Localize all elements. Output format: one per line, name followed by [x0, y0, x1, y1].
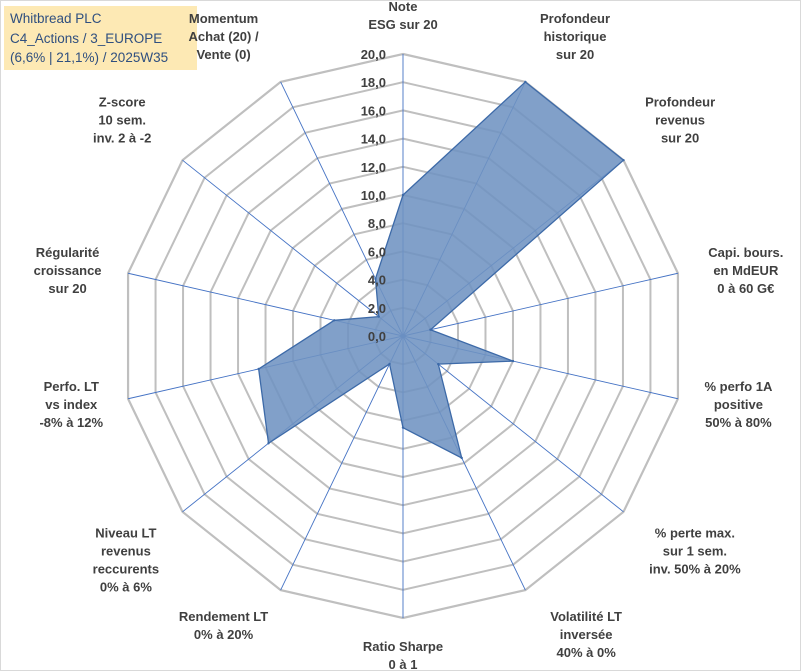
axis-label-2-line-1: revenus	[655, 113, 705, 128]
axis-label-6: Volatilité LT inversée 40% à 0%	[550, 609, 622, 660]
axis-label-0-line-0: Note	[389, 0, 418, 14]
axis-label-3-line-0: Capi. bours.	[708, 245, 783, 260]
tick-label-0: 0,0	[368, 329, 386, 344]
axis-label-11-line-2: sur 20	[48, 281, 86, 296]
axis-label-11-line-0: Régularité	[36, 245, 100, 260]
axis-label-5-line-1: sur 1 sem.	[663, 543, 727, 558]
axis-label-2-line-2: sur 20	[661, 131, 699, 146]
axis-label-3: Capi. bours. en MdEUR 0 à 60 G€	[708, 245, 783, 296]
axis-label-7: Ratio Sharpe 0 à 1	[363, 639, 443, 671]
axis-label-13: Momentum Achat (20) / Vente (0)	[189, 11, 259, 62]
tick-label-1: 2,0	[368, 301, 386, 316]
axis-label-9-line-3: 0% à 6%	[100, 579, 152, 594]
axis-label-8: Rendement LT 0% à 20%	[179, 609, 268, 642]
axis-label-6-line-1: inversée	[560, 627, 613, 642]
axis-label-7-line-1: 0 à 1	[389, 657, 418, 671]
axis-label-8-line-1: 0% à 20%	[194, 627, 254, 642]
tick-label-5: 10,0	[361, 188, 386, 203]
axis-label-13-line-0: Momentum	[189, 11, 258, 26]
chart-title-box: Whitbread PLC C4_Actions / 3_EUROPE (6,6…	[4, 6, 197, 70]
data-point-1	[524, 80, 527, 84]
data-point-0	[401, 193, 405, 197]
chart-title-line-1: Whitbread PLC	[10, 11, 102, 26]
axis-label-1: Profondeur historique sur 20	[540, 11, 610, 62]
data-point-3	[429, 328, 432, 331]
axis-label-0: Note ESG sur 20	[368, 0, 437, 32]
tick-label-7: 14,0	[361, 132, 386, 147]
tick-label-10: 20,0	[361, 47, 386, 62]
data-point-6	[460, 456, 463, 460]
chart-title-line-3: (6,6% | 21,1%) / 2025W35	[10, 50, 169, 65]
axis-label-12-line-2: inv. 2 à -2	[93, 131, 151, 146]
axis-label-11: Régularité croissance sur 20	[34, 245, 102, 296]
spoke-12	[182, 159, 404, 337]
axis-label-12-line-0: Z-score	[99, 95, 146, 110]
spoke-5	[402, 335, 624, 513]
spoke-3	[402, 272, 679, 337]
axis-label-10-line-2: -8% à 12%	[39, 415, 103, 430]
tick-label-4: 8,0	[368, 216, 386, 231]
axis-label-13-line-2: Vente (0)	[196, 47, 250, 62]
axis-label-6-line-2: 40% à 0%	[557, 645, 617, 660]
axis-label-10: Perfo. LT vs index -8% à 12%	[39, 379, 103, 430]
data-point-8	[388, 362, 391, 366]
tick-label-9: 18,0	[361, 75, 386, 90]
tick-label-3: 6,0	[368, 244, 386, 259]
axis-label-3-line-1: en MdEUR	[713, 263, 779, 278]
axis-label-2-line-0: Profondeur	[645, 95, 715, 110]
axis-label-9-line-1: revenus	[101, 543, 151, 558]
axis-label-4-line-2: 50% à 80%	[705, 415, 772, 430]
axis-label-10-line-1: vs index	[45, 397, 98, 412]
axis-label-10-line-0: Perfo. LT	[44, 379, 99, 394]
data-point-13	[374, 277, 377, 281]
tick-label-2: 4,0	[368, 273, 386, 288]
axis-label-12: Z-score 10 sem. inv. 2 à -2	[93, 95, 151, 146]
data-point-5	[437, 362, 440, 366]
axis-label-6-line-0: Volatilité LT	[550, 609, 622, 624]
data-point-12	[377, 315, 380, 318]
spoke-8	[280, 335, 404, 591]
axis-label-5: % perte max. sur 1 sem. inv. 50% à 20%	[649, 525, 741, 576]
axis-label-5-line-2: inv. 50% à 20%	[649, 561, 741, 576]
data-point-7	[401, 426, 405, 429]
axis-label-1-line-0: Profondeur	[540, 11, 610, 26]
axis-label-0-line-1: ESG sur 20	[368, 17, 437, 32]
axis-label-4: % perfo 1A positive 50% à 80%	[704, 379, 773, 430]
data-point-2	[622, 158, 625, 162]
axis-label-12-line-1: 10 sem.	[98, 113, 146, 128]
chart-title-line-2: C4_Actions / 3_EUROPE	[10, 30, 163, 46]
data-point-10	[257, 367, 260, 371]
axis-label-8-line-0: Rendement LT	[179, 609, 268, 624]
axis-label-9-line-2: reccurents	[93, 561, 159, 576]
axis-label-1-line-2: sur 20	[556, 47, 594, 62]
axis-label-13-line-1: Achat (20) /	[189, 29, 259, 44]
data-point-9	[267, 442, 270, 445]
tick-label-8: 16,0	[361, 103, 386, 118]
axis-label-3-line-2: 0 à 60 G€	[717, 281, 774, 296]
axis-label-2: Profondeur revenus sur 20	[645, 95, 715, 146]
data-point-11	[333, 319, 336, 322]
axis-label-5-line-0: % perte max.	[655, 525, 735, 540]
tick-label-6: 12,0	[361, 160, 386, 175]
axis-label-9-line-0: Niveau LT	[95, 525, 156, 540]
axis-label-7-line-0: Ratio Sharpe	[363, 639, 443, 654]
axis-label-4-line-0: % perfo 1A	[704, 379, 773, 394]
axis-label-11-line-1: croissance	[34, 263, 102, 278]
axis-label-1-line-1: historique	[544, 29, 607, 44]
data-point-4	[511, 359, 515, 363]
axis-label-4-line-1: positive	[714, 397, 763, 412]
axis-label-9: Niveau LT revenus reccurents 0% à 6%	[93, 525, 159, 594]
